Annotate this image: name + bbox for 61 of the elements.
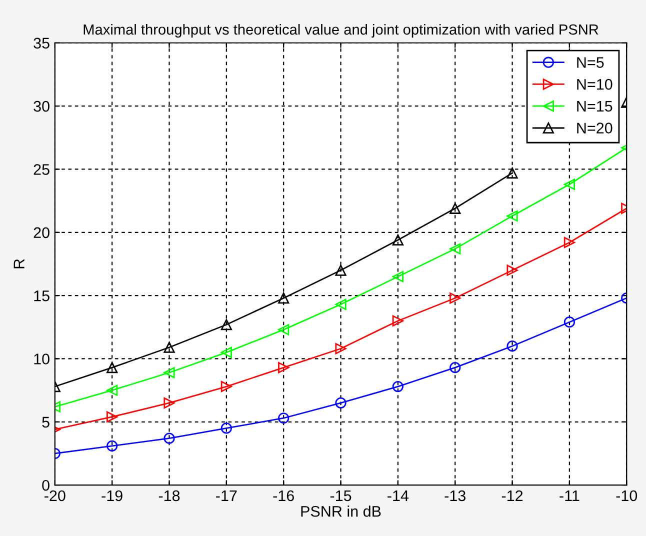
point — [335, 264, 346, 276]
point — [278, 412, 290, 424]
point — [278, 292, 290, 304]
point — [106, 384, 118, 396]
point — [106, 440, 118, 452]
point — [564, 236, 576, 248]
point — [278, 362, 290, 374]
y-tick-label: 15 — [34, 290, 50, 302]
point — [164, 397, 175, 409]
x-tick-label: -10 — [616, 490, 638, 502]
y-axis-title: R — [14, 259, 24, 268]
y-tick-label: 0 — [42, 480, 50, 491]
chart-title: Maximal throughput vs theoretical value and joint optimization with varied PSNR — [84, 24, 598, 38]
point — [106, 411, 118, 422]
point — [564, 178, 576, 190]
point — [164, 367, 175, 378]
legend-label: N=5 — [577, 57, 604, 68]
point — [450, 362, 461, 374]
point — [392, 315, 404, 326]
point — [106, 362, 118, 374]
point — [450, 243, 461, 254]
point — [220, 346, 232, 358]
legend-label: N=15 — [577, 100, 612, 112]
x-tick-label: -18 — [158, 490, 180, 502]
point — [278, 324, 290, 336]
x-tick-label: -16 — [273, 490, 294, 502]
point — [450, 292, 461, 304]
x-tick-label: -20 — [44, 490, 66, 502]
y-tick-label: 5 — [42, 416, 50, 428]
y-tick-label: 30 — [34, 100, 50, 112]
point — [335, 343, 346, 354]
point — [506, 210, 518, 222]
x-tick-label: -13 — [444, 490, 466, 502]
x-tick-label: -17 — [216, 490, 237, 502]
legend-label: N=20 — [577, 122, 612, 134]
point — [506, 264, 518, 276]
x-tick-label: -15 — [330, 490, 352, 502]
point — [392, 234, 404, 246]
y-tick-label: 20 — [34, 227, 50, 238]
point — [335, 397, 346, 409]
point — [450, 202, 461, 214]
x-axis-title: PSNR in dB — [301, 506, 381, 517]
y-tick-label: 10 — [34, 354, 50, 364]
legend-label: N=10 — [577, 78, 612, 90]
x-tick-label: -19 — [102, 490, 122, 502]
point — [506, 167, 518, 179]
y-tick-label: 25 — [34, 164, 50, 175]
point — [564, 316, 576, 328]
point — [164, 432, 175, 444]
point — [506, 340, 518, 352]
point — [335, 298, 346, 310]
point — [220, 319, 232, 330]
x-tick-label: -11 — [560, 490, 580, 502]
point — [164, 342, 175, 353]
y-tick-label: 35 — [34, 38, 50, 49]
x-tick-label: -14 — [388, 490, 409, 502]
x-tick-label: -12 — [502, 490, 523, 502]
point — [392, 380, 404, 392]
point — [220, 380, 232, 392]
point — [392, 271, 404, 282]
point — [220, 422, 232, 434]
